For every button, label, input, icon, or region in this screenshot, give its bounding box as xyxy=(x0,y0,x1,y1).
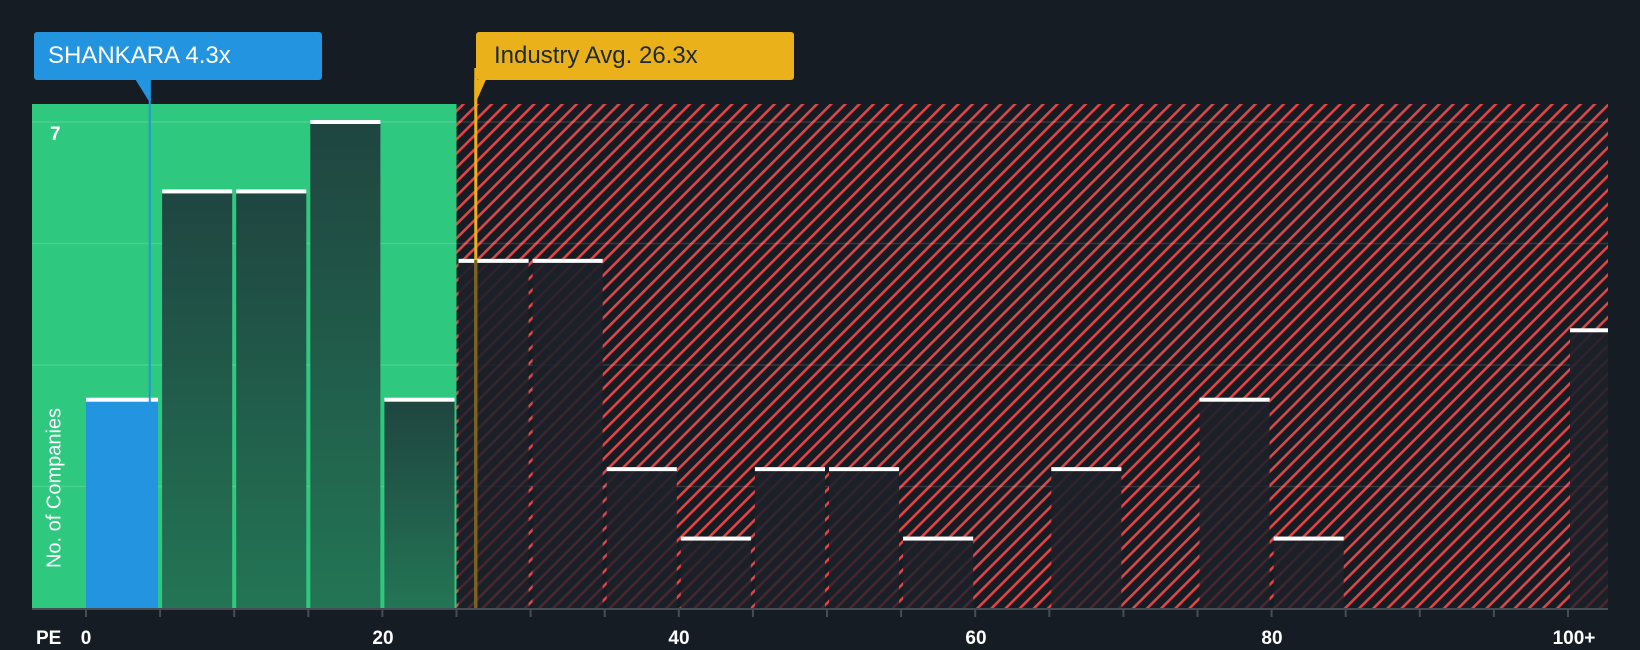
histogram-bars xyxy=(86,120,1608,608)
bar-top-line xyxy=(384,397,455,402)
x-tick-label: 0 xyxy=(80,628,92,649)
bar-top-line xyxy=(754,467,825,472)
x-tick-label: 20 xyxy=(372,628,394,649)
x-axis-title: PE xyxy=(36,628,62,649)
x-tick-label: 100+ xyxy=(1552,628,1596,649)
x-tick-label: 40 xyxy=(668,628,690,649)
bar-top-line xyxy=(606,467,677,472)
bar-top-line xyxy=(903,536,974,541)
histogram-bar xyxy=(384,399,455,608)
histogram-bar xyxy=(829,469,900,608)
histogram-bar xyxy=(532,260,603,608)
industry-marker-behind-bar xyxy=(474,260,478,608)
bar-top-line xyxy=(680,536,751,541)
histogram-bar xyxy=(1199,399,1270,608)
company-pe-label: SHANKARA 4.3x xyxy=(48,42,231,69)
histogram-bar xyxy=(1051,469,1122,608)
histogram-bar xyxy=(903,538,974,608)
histogram-bar xyxy=(606,469,677,608)
bar-top-line xyxy=(162,189,233,194)
bar-top-line xyxy=(532,258,603,263)
bar-top-line xyxy=(1570,328,1608,333)
company-pe-callout: SHANKARA 4.3x xyxy=(34,32,322,80)
histogram-bar xyxy=(754,469,825,608)
histogram-bar xyxy=(236,191,307,608)
industry-callout-pointer xyxy=(474,80,486,106)
bar-top-line xyxy=(86,397,159,402)
bar-top-line xyxy=(236,189,307,194)
industry-average-label: Industry Avg. 26.3x xyxy=(494,42,698,69)
bar-top-line xyxy=(1051,467,1122,472)
x-tick-label: 80 xyxy=(1261,628,1283,649)
histogram-bar xyxy=(310,122,381,608)
x-tick-label: 60 xyxy=(965,628,987,649)
bar-top-line xyxy=(829,467,900,472)
histogram-bar xyxy=(680,538,751,608)
histogram-bar xyxy=(1570,330,1608,608)
histogram-bar xyxy=(1273,538,1344,608)
bar-top-line xyxy=(458,258,529,263)
bar-top-line xyxy=(1273,536,1344,541)
histogram-bar xyxy=(162,191,233,608)
histogram-bar xyxy=(86,399,159,608)
industry-average-callout: Industry Avg. 26.3x xyxy=(476,32,794,80)
y-axis-title: No. of Companies xyxy=(43,407,66,569)
x-axis xyxy=(32,608,1608,617)
histogram-bar xyxy=(458,260,529,608)
company-callout-pointer xyxy=(135,80,151,104)
bar-top-line xyxy=(1199,397,1270,402)
y-axis-max-tick: 7 xyxy=(50,124,61,145)
bar-top-line xyxy=(310,120,381,124)
value-markers xyxy=(135,68,486,608)
